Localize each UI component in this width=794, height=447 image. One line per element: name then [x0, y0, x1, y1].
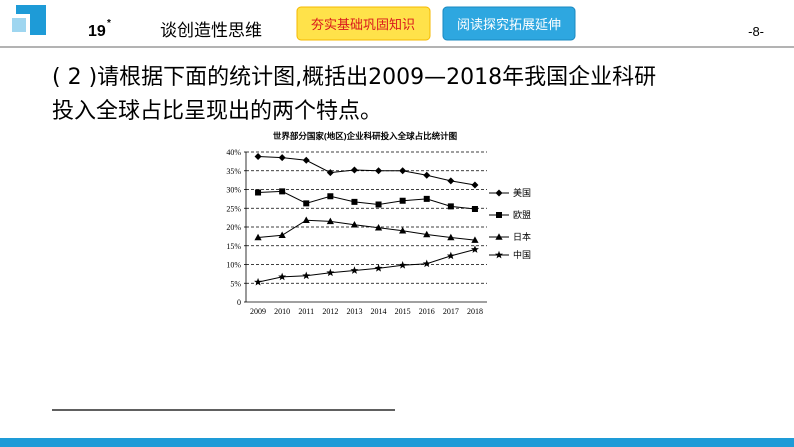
- marker: [471, 181, 479, 189]
- marker: [446, 251, 455, 260]
- button-read[interactable]: [442, 6, 576, 41]
- marker: [254, 233, 262, 241]
- y-tick-label: 10%: [226, 261, 241, 270]
- y-tick-label: 35%: [226, 167, 241, 176]
- y-tick-label: 30%: [226, 186, 241, 195]
- marker: [447, 177, 455, 185]
- marker: [495, 250, 503, 259]
- button-read-label[interactable]: 阅读探究拓展延伸: [457, 17, 561, 32]
- marker: [375, 167, 383, 175]
- question-line: 投入全球占比呈现出的两个特点。: [52, 99, 382, 124]
- legend-label: 美国: [513, 187, 531, 198]
- button-review-label[interactable]: 夯实基础巩固知识: [311, 17, 415, 32]
- series-line: [258, 190, 476, 210]
- legend-label: 中国: [513, 249, 531, 260]
- chart: 0 5% 10% 15% 20% 25% 30% 35% 40% 2009 2010 2011 2012…: [226, 148, 531, 316]
- lesson-title: 谈创造性思维: [160, 21, 262, 40]
- x-tick-label: 2015: [395, 307, 411, 316]
- marker: [495, 189, 503, 197]
- y-tick-label: 0: [237, 298, 241, 307]
- logo-core: [12, 18, 26, 32]
- marker: [326, 217, 334, 225]
- x-tick-label: 2010: [274, 307, 290, 316]
- x-tick-label: 2014: [371, 307, 387, 316]
- x-tick-label: 2009: [250, 307, 266, 316]
- marker: [303, 200, 310, 207]
- marker: [374, 223, 383, 231]
- lesson-mark: *: [107, 18, 111, 29]
- x-tick-label: 2012: [322, 307, 338, 316]
- series-line: [258, 219, 476, 241]
- x-tick-label: 2011: [298, 307, 314, 316]
- marker: [326, 268, 335, 277]
- x-tick-label: 2018: [467, 307, 483, 316]
- marker: [495, 233, 503, 240]
- y-tick-label: 40%: [226, 148, 241, 157]
- marker: [399, 226, 407, 234]
- series-line: [258, 156, 476, 186]
- marker: [278, 154, 286, 162]
- y-tick-label: 15%: [226, 242, 241, 251]
- marker: [302, 216, 310, 224]
- x-tick-label: 2017: [443, 307, 459, 316]
- marker: [350, 266, 359, 274]
- marker: [302, 271, 311, 280]
- question-line: ( 2 )请根据下面的统计图,概括出2009—2018年我国企业科研: [52, 65, 656, 90]
- legend-label: 日本: [513, 231, 531, 242]
- marker: [255, 189, 262, 196]
- marker: [351, 198, 358, 205]
- marker: [302, 156, 310, 164]
- marker: [399, 197, 406, 204]
- marker: [327, 193, 334, 200]
- page-number: -8-: [748, 24, 764, 39]
- footer-bar: [0, 438, 794, 447]
- chart-title: 世界部分国家(地区)企业科研投入全球占比统计图: [273, 131, 457, 141]
- marker: [326, 169, 334, 177]
- marker: [279, 188, 286, 195]
- marker: [471, 206, 478, 212]
- marker: [350, 166, 358, 174]
- y-tick-label: 5%: [230, 279, 241, 288]
- marker: [278, 272, 287, 281]
- marker: [471, 236, 479, 243]
- marker: [375, 201, 382, 208]
- x-tick-label: 2013: [346, 307, 362, 316]
- marker: [496, 212, 502, 218]
- marker: [350, 220, 359, 228]
- y-tick-label: 20%: [226, 223, 241, 232]
- marker: [423, 171, 431, 179]
- marker: [422, 259, 431, 268]
- marker: [278, 231, 286, 239]
- marker: [254, 277, 263, 286]
- marker: [447, 203, 454, 210]
- marker: [447, 233, 455, 241]
- marker: [423, 195, 430, 202]
- marker: [254, 153, 262, 160]
- marker: [423, 230, 431, 238]
- marker: [398, 261, 407, 269]
- series-line: [257, 249, 476, 283]
- marker: [374, 264, 383, 272]
- legend-label: 欧盟: [513, 209, 531, 220]
- marker: [399, 167, 407, 175]
- y-tick-label: 25%: [226, 204, 241, 213]
- x-tick-label: 2016: [419, 307, 435, 316]
- button-review[interactable]: [296, 6, 431, 41]
- marker: [470, 245, 479, 253]
- lesson-number: 19: [88, 23, 106, 40]
